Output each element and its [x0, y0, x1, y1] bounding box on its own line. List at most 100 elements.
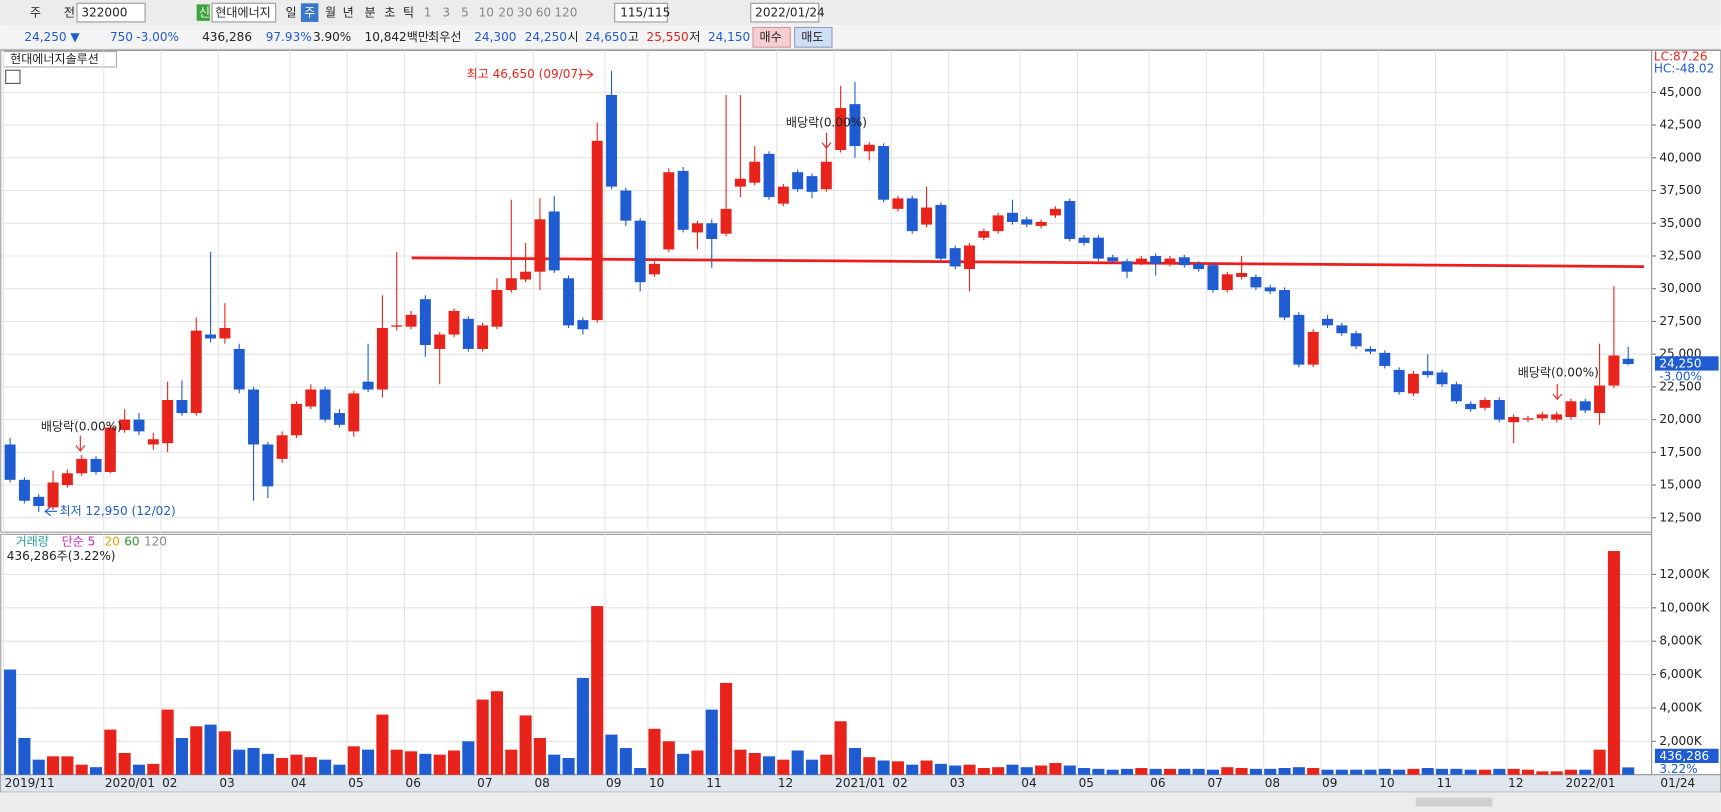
- count-input[interactable]: [614, 2, 668, 23]
- candle-body: [1594, 385, 1606, 414]
- y-tick-label: 37,500: [1659, 183, 1701, 197]
- quote-item: 97.93%: [266, 30, 312, 44]
- buy-button-bg[interactable]: [752, 26, 791, 48]
- candle-body: [677, 170, 689, 230]
- volume-bar: [1006, 764, 1019, 775]
- date-input[interactable]: [750, 2, 820, 23]
- candle-body: [1178, 257, 1190, 266]
- new-badge: [196, 4, 210, 21]
- volume-bar: [1249, 768, 1262, 775]
- volume-bar: [820, 754, 833, 775]
- candle-body: [978, 231, 990, 238]
- toolbar-item: 20: [498, 6, 513, 20]
- volume-bar: [963, 764, 976, 775]
- toolbar-item: 60: [536, 6, 551, 20]
- candle-body: [305, 389, 317, 407]
- volume-bar: [390, 749, 403, 775]
- volume-bar: [47, 756, 60, 775]
- candle-body: [61, 473, 73, 486]
- quote-item: 25,550: [647, 30, 689, 44]
- volume-bar: [548, 754, 561, 775]
- legend-entry: 60: [124, 535, 139, 549]
- candle-body: [520, 271, 532, 280]
- candle-body: [291, 403, 302, 436]
- quote-bar: [0, 25, 1721, 50]
- candle-body: [262, 444, 274, 487]
- legend-entry: 20: [104, 535, 119, 549]
- volume-bar: [519, 715, 532, 775]
- name-input[interactable]: [211, 2, 277, 23]
- candle-body: [606, 94, 618, 187]
- grid: [1, 50, 1657, 775]
- candle-body: [734, 178, 746, 187]
- candle-body: [505, 278, 517, 291]
- volume-bar: [218, 731, 231, 775]
- volume-bar: [476, 699, 489, 775]
- candle-body: [691, 223, 703, 233]
- volume-bar: [1192, 768, 1205, 775]
- legend-entry: 단순 5: [62, 535, 96, 549]
- volume-bar: [591, 606, 604, 775]
- quote-item: 고: [628, 30, 639, 44]
- trend-line: [411, 256, 1644, 269]
- last-change-label: -3.00%: [1659, 370, 1702, 384]
- volume-bar: [1579, 769, 1592, 775]
- candle-body: [849, 104, 861, 147]
- volume-bar: [1235, 768, 1248, 775]
- x-tick-label: 07: [477, 776, 492, 790]
- y-tick-label: 6,000K: [1659, 667, 1703, 681]
- toolbar-item: 주: [30, 6, 41, 20]
- x-tick-label: 11: [706, 776, 721, 790]
- volume-bar: [992, 767, 1005, 775]
- candle-body: [992, 215, 1004, 232]
- candle-body: [47, 482, 59, 508]
- code-input[interactable]: [76, 2, 146, 23]
- volume-bar: [32, 759, 45, 775]
- volume-bar: [118, 752, 131, 775]
- volume-bar: [433, 754, 446, 775]
- volume-bar: [1493, 768, 1506, 775]
- candle-body: [964, 245, 976, 270]
- period-selected[interactable]: [300, 3, 319, 22]
- candle-body: [362, 381, 374, 390]
- candle-body: [233, 348, 245, 390]
- candle-body: [1565, 401, 1577, 417]
- x-tick-label: 06: [1150, 776, 1165, 790]
- candle-body: [1493, 399, 1505, 420]
- volume-bar: [132, 764, 146, 775]
- annotation: 배당락(0.00%): [1518, 366, 1599, 380]
- volume-bar: [1178, 768, 1191, 775]
- volume-bar: [1092, 768, 1105, 775]
- last-price-tag: [1654, 356, 1719, 371]
- volume-bar: [1078, 768, 1091, 775]
- volume-bar: [1020, 767, 1033, 775]
- toolbar-item: 신: [199, 6, 210, 20]
- volume-bar: [906, 764, 919, 775]
- candle-body: [376, 327, 388, 390]
- quote-item: 750: [110, 30, 133, 44]
- candle-body: [1307, 331, 1319, 365]
- volume-bar: [619, 747, 632, 775]
- candle-body: [1579, 401, 1591, 411]
- volume-bar: [104, 729, 117, 775]
- x-tick-label: 03: [950, 776, 965, 790]
- volume-bar: [1364, 769, 1377, 775]
- candle-body: [634, 220, 646, 283]
- y-tick-label: 10,000K: [1659, 600, 1710, 614]
- candle-body: [563, 278, 575, 326]
- candle-body: [1221, 274, 1233, 291]
- sell-button-bg[interactable]: [794, 26, 833, 48]
- volume-bar: [1292, 767, 1305, 775]
- scroll-bar[interactable]: [0, 792, 1721, 812]
- candle-body: [1021, 219, 1033, 225]
- y-tick-label: 22,500: [1659, 379, 1701, 393]
- last-volume-tag: [1654, 748, 1719, 764]
- last-price-label: 24,250: [1659, 356, 1701, 370]
- settings-icon[interactable]: [5, 69, 21, 84]
- volume-bar: [863, 757, 876, 775]
- scroll-thumb[interactable]: [1415, 797, 1493, 807]
- quote-item: 최우선: [428, 30, 461, 44]
- annotation-arrow: [821, 132, 832, 150]
- candle-body: [935, 204, 947, 259]
- current-date: 01/24: [1660, 776, 1695, 790]
